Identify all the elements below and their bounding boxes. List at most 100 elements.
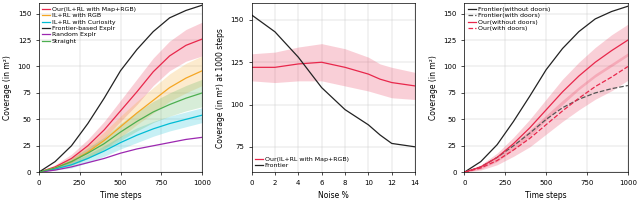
Frontier bbox=[294, 56, 302, 58]
Frontier(with doors) bbox=[461, 171, 468, 173]
Frontier(with doors) bbox=[542, 118, 550, 121]
Our(IL+RL with Map+RGB) bbox=[166, 55, 173, 57]
Our(IL+RL with Map+RGB) bbox=[388, 81, 396, 84]
Our(IL+RL with Map+RGB) bbox=[116, 110, 124, 112]
Line: Frontier(with doors): Frontier(with doors) bbox=[465, 85, 628, 172]
IL+RL with Curiosity bbox=[100, 150, 108, 152]
Frontier(without doors) bbox=[461, 171, 468, 173]
Random Explr bbox=[149, 144, 157, 147]
Random Explr bbox=[68, 166, 76, 168]
Random Explr bbox=[133, 148, 141, 150]
Our(with doors) bbox=[608, 76, 616, 78]
Random Explr bbox=[166, 141, 173, 144]
Our(IL+RL with Map+RGB) bbox=[376, 78, 384, 80]
Our(IL+RL with Map+RGB) bbox=[149, 71, 157, 73]
Random Explr bbox=[100, 157, 108, 160]
Our(with doors) bbox=[542, 123, 550, 126]
IL+RL with Curiosity bbox=[133, 134, 141, 136]
Frontier(with doors) bbox=[624, 84, 632, 87]
Our(with doors) bbox=[591, 85, 599, 88]
Frontier(with doors) bbox=[477, 166, 484, 168]
Frontier-based Explr bbox=[35, 171, 43, 173]
Random Explr bbox=[84, 161, 92, 164]
Our(IL+RL with Map+RGB) bbox=[133, 91, 141, 93]
Our(with doors) bbox=[477, 167, 484, 169]
Line: Random Explr: Random Explr bbox=[39, 137, 202, 172]
Random Explr bbox=[198, 136, 206, 139]
Our(with doors) bbox=[509, 149, 517, 151]
Frontier-based Explr bbox=[198, 4, 206, 7]
Y-axis label: Coverage (in m²): Coverage (in m²) bbox=[3, 55, 12, 120]
IL+RL with RGB bbox=[100, 139, 108, 142]
Frontier(without doors) bbox=[591, 18, 599, 20]
Our(without doors) bbox=[542, 109, 550, 111]
Our(with doors) bbox=[624, 65, 632, 68]
Frontier(with doors) bbox=[575, 98, 583, 101]
Y-axis label: Coverage (in m²): Coverage (in m²) bbox=[429, 55, 438, 120]
IL+RL with Curiosity bbox=[198, 114, 206, 116]
IL+RL with RGB bbox=[198, 70, 206, 72]
Frontier(without doors) bbox=[624, 5, 632, 8]
Line: Our(without doors): Our(without doors) bbox=[465, 40, 628, 172]
Our(without doors) bbox=[575, 75, 583, 77]
Our(IL+RL with Map+RGB) bbox=[35, 171, 43, 173]
Frontier(with doors) bbox=[608, 87, 616, 90]
Straight bbox=[182, 97, 190, 100]
Frontier(without doors) bbox=[526, 95, 534, 97]
Our(IL+RL with Map+RGB) bbox=[182, 44, 190, 47]
Line: Straight: Straight bbox=[39, 93, 202, 172]
Our(without doors) bbox=[509, 142, 517, 145]
Our(IL+RL with Map+RGB) bbox=[294, 63, 302, 65]
Frontier-based Explr bbox=[166, 17, 173, 19]
Frontier(with doors) bbox=[493, 156, 501, 159]
Frontier(with doors) bbox=[509, 144, 517, 147]
IL+RL with Curiosity bbox=[116, 141, 124, 144]
Our(IL+RL with Map+RGB) bbox=[271, 66, 279, 69]
Straight bbox=[116, 131, 124, 133]
Our(without doors) bbox=[526, 127, 534, 129]
Frontier bbox=[388, 142, 396, 145]
Random Explr bbox=[35, 171, 43, 173]
Frontier(with doors) bbox=[559, 106, 566, 109]
Frontier bbox=[376, 134, 384, 136]
Our(without doors) bbox=[477, 166, 484, 168]
Our(without doors) bbox=[591, 61, 599, 63]
IL+RL with RGB bbox=[51, 167, 59, 169]
Frontier(without doors) bbox=[542, 68, 550, 71]
IL+RL with Curiosity bbox=[182, 118, 190, 121]
Frontier(without doors) bbox=[493, 143, 501, 146]
IL+RL with RGB bbox=[116, 126, 124, 128]
Frontier(with doors) bbox=[591, 92, 599, 94]
IL+RL with RGB bbox=[182, 77, 190, 79]
Straight bbox=[35, 171, 43, 173]
Our(with doors) bbox=[461, 171, 468, 173]
Frontier-based Explr bbox=[149, 30, 157, 33]
Frontier bbox=[412, 146, 419, 148]
Frontier-based Explr bbox=[100, 97, 108, 100]
Frontier bbox=[365, 123, 372, 126]
Random Explr bbox=[116, 152, 124, 154]
IL+RL with RGB bbox=[35, 171, 43, 173]
IL+RL with Curiosity bbox=[84, 157, 92, 160]
IL+RL with RGB bbox=[68, 160, 76, 163]
Our(with doors) bbox=[559, 110, 566, 112]
Random Explr bbox=[182, 138, 190, 141]
Straight bbox=[149, 111, 157, 113]
IL+RL with Curiosity bbox=[51, 168, 59, 170]
Our(without doors) bbox=[559, 91, 566, 93]
Our(IL+RL with Map+RGB) bbox=[341, 66, 349, 69]
Frontier bbox=[341, 108, 349, 111]
IL+RL with Curiosity bbox=[149, 128, 157, 130]
Our(IL+RL with Map+RGB) bbox=[68, 157, 76, 160]
Frontier bbox=[271, 30, 279, 33]
Our(without doors) bbox=[493, 156, 501, 159]
Legend: Our(IL+RL with Map+RGB), Frontier: Our(IL+RL with Map+RGB), Frontier bbox=[255, 156, 349, 169]
Frontier-based Explr bbox=[84, 122, 92, 125]
Our(without doors) bbox=[461, 171, 468, 173]
Our(with doors) bbox=[493, 159, 501, 162]
Frontier(without doors) bbox=[477, 160, 484, 163]
Our(IL+RL with Map+RGB) bbox=[84, 144, 92, 147]
Straight bbox=[133, 120, 141, 123]
Our(IL+RL with Map+RGB) bbox=[248, 66, 255, 69]
IL+RL with Curiosity bbox=[166, 122, 173, 125]
